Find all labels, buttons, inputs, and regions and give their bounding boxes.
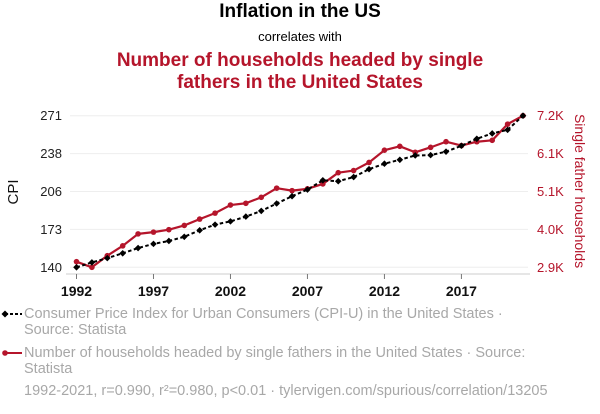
single-father-households-point <box>381 147 388 153</box>
axes: 140 2.9K 173 4.0K 206 5.1K 238 6.1K 271 7.2K 1992 1… <box>40 108 564 299</box>
cpi-point <box>411 152 419 159</box>
x-axis-tick-label: 1992 <box>61 283 92 299</box>
x-axis-tick-label: 2012 <box>369 283 400 299</box>
cpi-point <box>304 186 311 193</box>
x-axis-tick-label: 1997 <box>138 283 169 299</box>
legend-label-cpi: Consumer Price Index for Urban Consumers… <box>24 306 503 338</box>
x-axis-tick-label: 2007 <box>292 283 323 299</box>
chart-title: Inflation in the US <box>219 1 381 22</box>
cpi-point <box>519 112 527 119</box>
single-father-households-point <box>366 159 372 166</box>
single-father-households-point <box>489 137 496 144</box>
single-father-households-point <box>243 200 249 207</box>
series-cpi-line <box>76 114 524 269</box>
series <box>73 112 527 271</box>
single-father-households-point <box>320 181 326 187</box>
cpi-point <box>334 177 342 185</box>
cpi-point <box>227 218 234 225</box>
single-father-households-point <box>89 264 95 271</box>
correlation-footer: 1992-2021, r=0.990, r²=0.980, p<0.01 · t… <box>24 383 548 399</box>
cpi-point <box>288 192 296 200</box>
single-father-households-point <box>181 222 188 229</box>
single-father-households-point <box>73 258 80 265</box>
single-father-households-point <box>504 121 511 127</box>
single-father-households-point <box>258 194 265 201</box>
legend-label-single-father-households: Number of households headed by single fa… <box>24 345 526 377</box>
single-father-households-point <box>196 216 203 222</box>
diamond-dashed-line-icon <box>1 310 22 318</box>
single-father-households-point <box>273 185 280 191</box>
y-axis-left-tick-label: 271 <box>40 108 62 123</box>
y-axis-right-tick-label: 4.0K <box>537 222 564 237</box>
cpi-point <box>427 151 434 159</box>
cpi-point <box>119 249 126 257</box>
single-father-households-point <box>166 226 172 233</box>
single-father-households-point <box>289 187 295 194</box>
cpi-point <box>396 156 404 164</box>
cpi-point <box>165 237 173 245</box>
cpi-point <box>442 148 450 155</box>
y-axis-left-tick-label: 173 <box>40 222 62 237</box>
y-axis-left-title: CPI <box>5 179 22 204</box>
y-axis-right-title: Single father households <box>572 114 588 268</box>
cpi-point <box>103 254 111 262</box>
cpi-point <box>488 130 496 137</box>
y-axis-right-tick-label: 7.2K <box>537 108 564 123</box>
x-axis-tick-label: 2017 <box>446 283 477 299</box>
single-father-households-point <box>135 231 141 237</box>
y-axis-right-tick-label: 6.1K <box>537 146 564 161</box>
line-chart: 140 2.9K 173 4.0K 206 5.1K 238 6.1K 271 7.2K 1992 1… <box>5 108 588 299</box>
gridlines <box>70 115 528 268</box>
single-father-households-point <box>350 167 357 174</box>
cpi-point <box>273 200 280 207</box>
cpi-point <box>504 126 511 134</box>
single-father-households-point <box>119 243 126 249</box>
single-father-households-point <box>397 143 403 150</box>
cpi-point <box>473 135 481 143</box>
single-father-households-point <box>427 144 434 151</box>
cpi-point <box>196 226 203 234</box>
y-axis-left-tick-label: 206 <box>40 184 62 199</box>
cpi-point <box>180 233 188 241</box>
cpi-point <box>257 207 265 215</box>
cpi-point <box>211 221 219 228</box>
cpi-point <box>350 173 357 181</box>
chart-subtitle: correlates with <box>258 29 342 44</box>
y-axis-right-tick-label: 5.1K <box>537 184 564 199</box>
cpi-point <box>150 240 157 248</box>
x-axis-tick-label: 2002 <box>215 283 246 299</box>
single-father-households-point <box>335 169 342 176</box>
y-axis-left-tick-label: 238 <box>40 146 62 161</box>
single-father-households-point <box>212 210 218 216</box>
cpi-point <box>88 259 96 266</box>
single-father-households-point <box>227 202 234 208</box>
cpi-point <box>319 177 327 184</box>
cpi-point <box>242 213 250 220</box>
y-axis-left-tick-label: 140 <box>40 260 62 275</box>
chart-title-secondary: Number of households headed by single fa… <box>116 50 484 93</box>
cpi-point <box>73 264 80 271</box>
cpi-point <box>458 142 465 150</box>
y-axis-right-tick-label: 2.9K <box>537 260 564 275</box>
cpi-point <box>365 165 373 173</box>
single-father-households-point <box>443 138 449 145</box>
cpi-point <box>134 244 142 252</box>
single-father-households-point <box>150 229 157 235</box>
cpi-point <box>381 160 388 168</box>
circle-line-icon <box>2 350 22 356</box>
